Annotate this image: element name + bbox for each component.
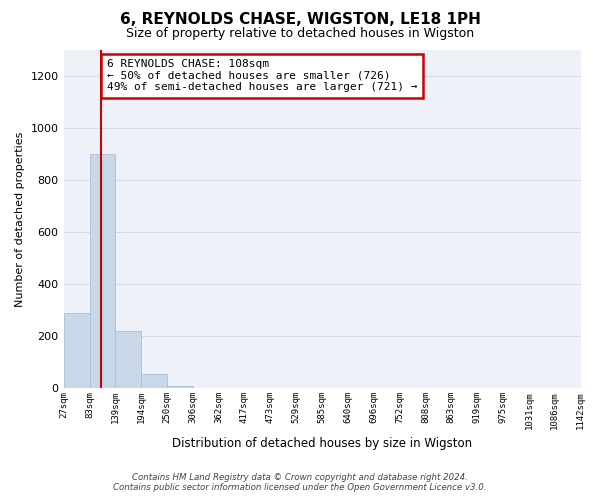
Bar — [141, 374, 167, 388]
Text: 6, REYNOLDS CHASE, WIGSTON, LE18 1PH: 6, REYNOLDS CHASE, WIGSTON, LE18 1PH — [119, 12, 481, 28]
X-axis label: Distribution of detached houses by size in Wigston: Distribution of detached houses by size … — [172, 437, 472, 450]
Text: Contains HM Land Registry data © Crown copyright and database right 2024.
Contai: Contains HM Land Registry data © Crown c… — [113, 473, 487, 492]
Text: 6 REYNOLDS CHASE: 108sqm
← 50% of detached houses are smaller (726)
49% of semi-: 6 REYNOLDS CHASE: 108sqm ← 50% of detach… — [107, 59, 417, 92]
Bar — [89, 154, 115, 388]
Bar — [167, 386, 193, 388]
Bar — [115, 331, 141, 388]
Bar — [64, 313, 89, 388]
Text: Size of property relative to detached houses in Wigston: Size of property relative to detached ho… — [126, 28, 474, 40]
Y-axis label: Number of detached properties: Number of detached properties — [15, 132, 25, 307]
